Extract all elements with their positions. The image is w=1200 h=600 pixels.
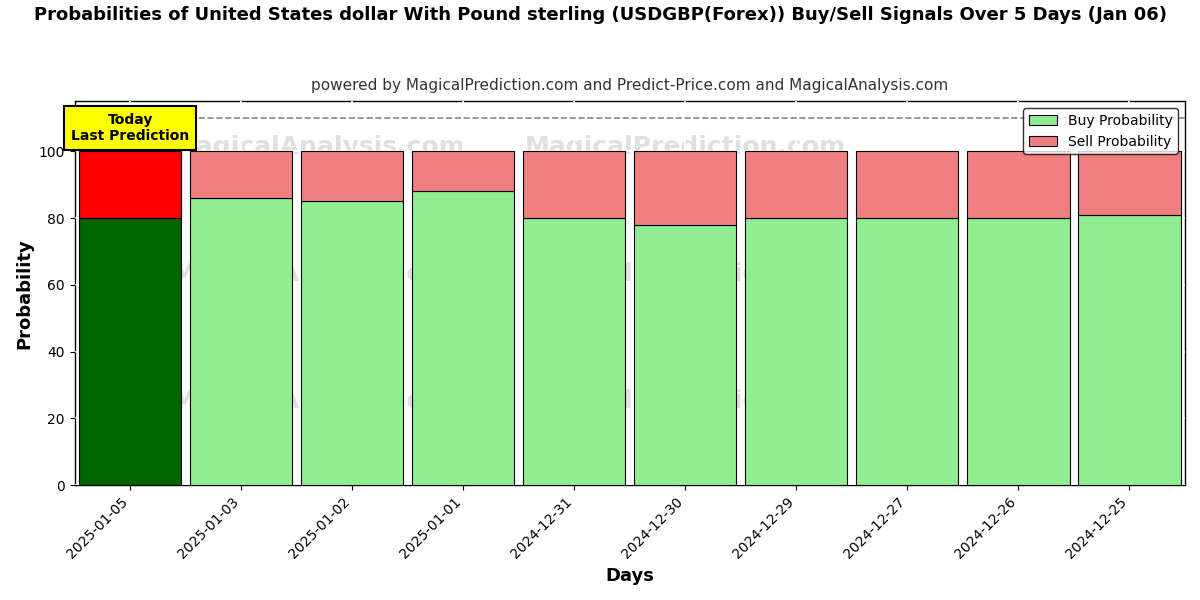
Bar [412, 191, 515, 485]
Text: MagicalAnalysis.com: MagicalAnalysis.com [172, 389, 466, 413]
Bar [857, 151, 959, 218]
Legend: Buy Probability, Sell Probability: Buy Probability, Sell Probability [1024, 108, 1178, 154]
Bar [79, 218, 181, 485]
Text: MagicalPrediction.com: MagicalPrediction.com [524, 389, 846, 413]
Bar [412, 151, 515, 191]
Text: Probabilities of United States dollar With Pound sterling (USDGBP(Forex)) Buy/Se: Probabilities of United States dollar Wi… [34, 6, 1166, 24]
Bar [79, 151, 181, 218]
Bar [190, 151, 293, 198]
Bar [190, 198, 293, 485]
Text: Today
Last Prediction: Today Last Prediction [71, 113, 190, 143]
Text: MagicalAnalysis.com: MagicalAnalysis.com [172, 262, 466, 286]
Bar [635, 151, 737, 225]
Y-axis label: Probability: Probability [16, 238, 34, 349]
Bar [523, 151, 625, 218]
Text: MagicalPrediction.com: MagicalPrediction.com [524, 135, 846, 159]
Bar [857, 218, 959, 485]
Bar [523, 218, 625, 485]
Bar [1079, 151, 1181, 215]
X-axis label: Days: Days [605, 567, 654, 585]
Bar [635, 225, 737, 485]
Bar [1079, 215, 1181, 485]
Text: MagicalAnalysis.com: MagicalAnalysis.com [172, 135, 466, 159]
Bar [967, 218, 1069, 485]
Bar [301, 202, 403, 485]
Bar [301, 151, 403, 202]
Bar [745, 151, 847, 218]
Bar [967, 151, 1069, 218]
Title: powered by MagicalPrediction.com and Predict-Price.com and MagicalAnalysis.com: powered by MagicalPrediction.com and Pre… [311, 78, 948, 93]
Text: MagicalPrediction.com: MagicalPrediction.com [524, 262, 846, 286]
Bar [745, 218, 847, 485]
